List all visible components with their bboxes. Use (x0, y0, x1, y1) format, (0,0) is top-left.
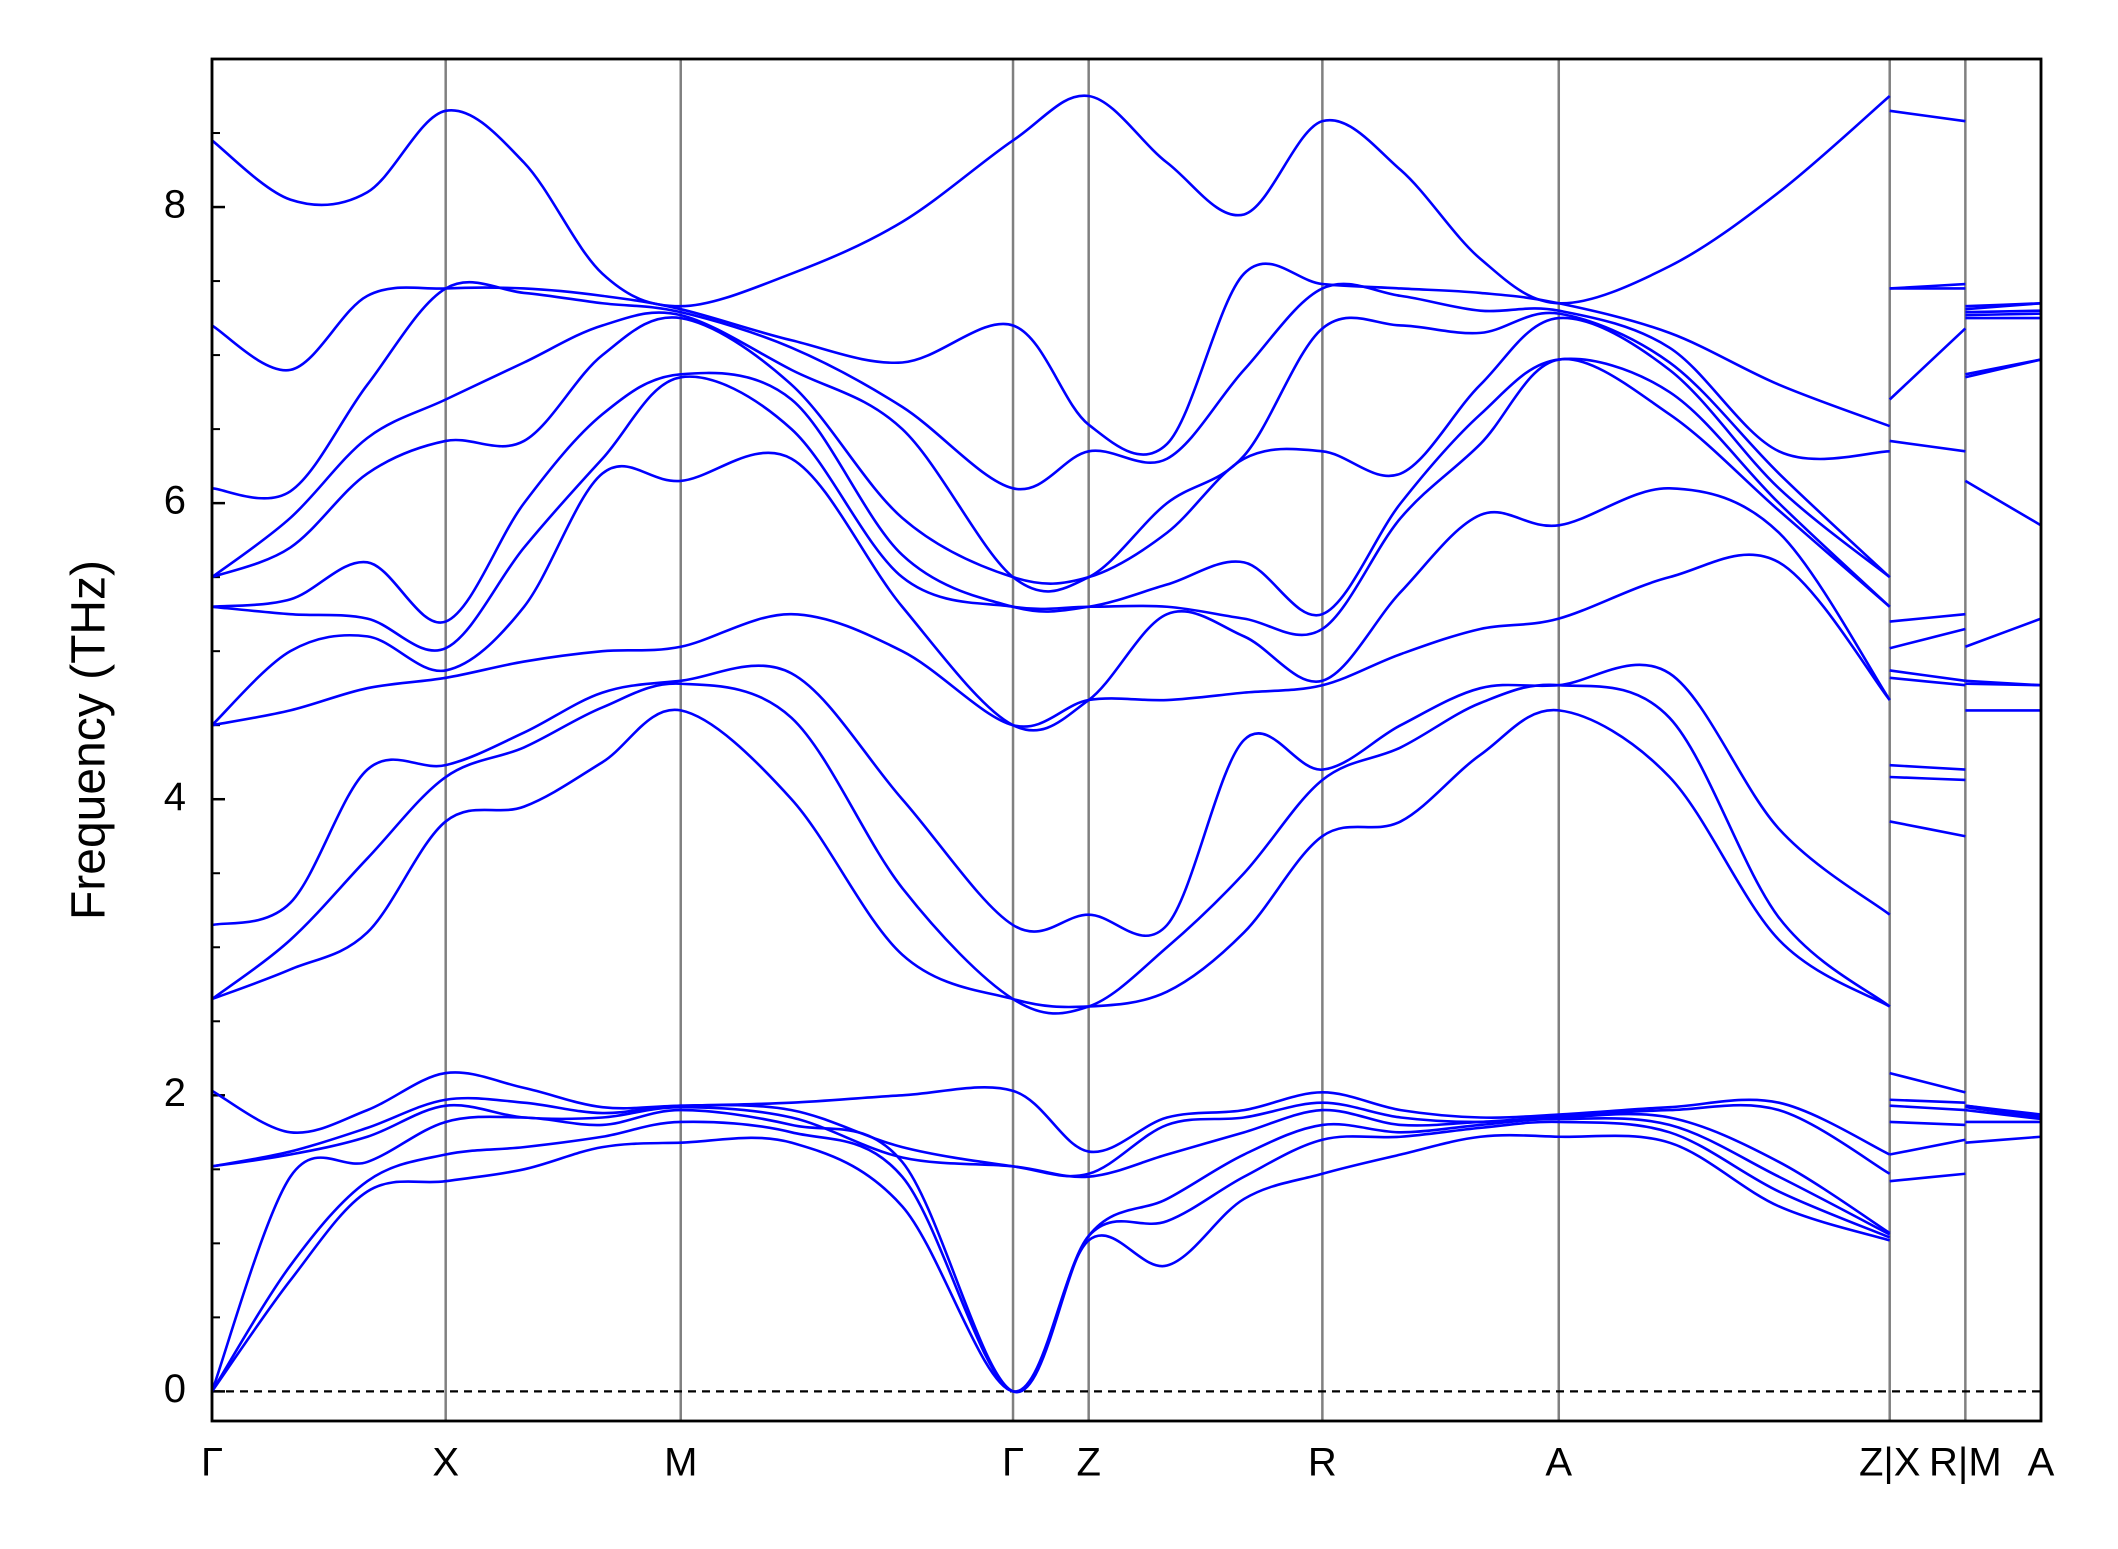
y-tick-label: 4 (164, 775, 186, 819)
y-tick-label: 0 (164, 1367, 186, 1411)
band-line (212, 451, 2041, 732)
band-line (212, 682, 2041, 1015)
y-tick-label: 2 (164, 1071, 186, 1115)
x-tick-label: R (1308, 1441, 1337, 1485)
band-line (212, 708, 2041, 1009)
band-line (212, 663, 2041, 938)
band-line (212, 94, 2041, 308)
x-tick-label: Z|X (1859, 1441, 1921, 1485)
band-line (212, 1108, 2041, 1394)
x-tick-label: R|M (1929, 1441, 2002, 1485)
y-tick-label: 6 (164, 479, 186, 523)
band-line (212, 553, 2041, 728)
band-line (212, 316, 2041, 585)
band-line (212, 357, 2041, 652)
plot-frame (210, 57, 2043, 1423)
x-tick-label: M (664, 1441, 697, 1485)
band-line (212, 280, 2041, 500)
x-tick-label: Z (1076, 1441, 1100, 1485)
band-line (212, 262, 2041, 456)
band-line (212, 1071, 2041, 1156)
band-line (212, 1133, 2041, 1393)
band-line (212, 1120, 2041, 1393)
y-tick-label: 8 (164, 183, 186, 227)
x-tick-label: A (1545, 1441, 1572, 1485)
x-tick-label: Γ (1002, 1441, 1024, 1485)
band-line (212, 357, 2041, 624)
x-tick-label: X (432, 1441, 459, 1485)
y-axis-label: Frequency (THz) (63, 560, 116, 920)
x-tick-label: A (2028, 1441, 2055, 1485)
x-tick-label: Γ (201, 1441, 223, 1485)
band-line (212, 311, 2041, 593)
